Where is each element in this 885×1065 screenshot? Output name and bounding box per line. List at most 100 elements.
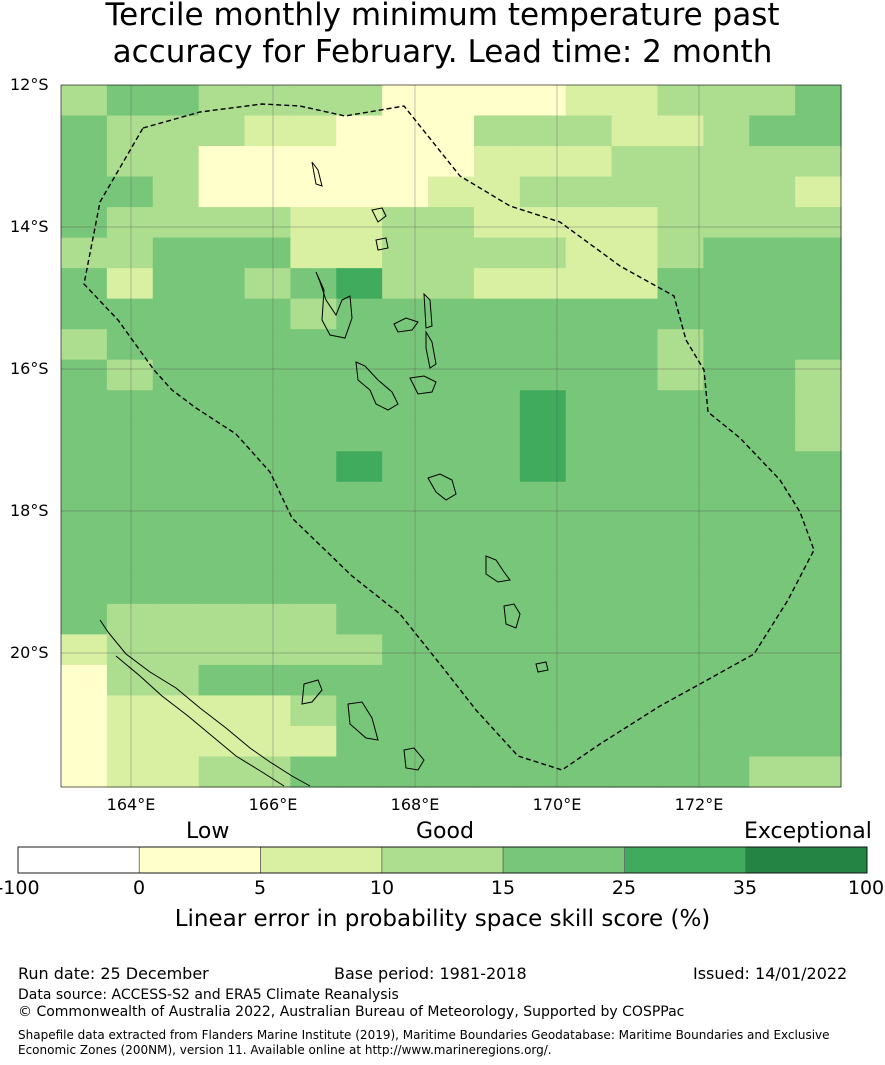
skill-cell [336, 359, 383, 391]
lat-label-18s: 18°S [10, 501, 49, 520]
skill-cell [519, 359, 567, 391]
skill-cell [152, 146, 200, 178]
skill-cell [428, 634, 475, 666]
skill-cell [657, 756, 704, 788]
skill-cell [106, 603, 154, 635]
skill-cell [336, 512, 383, 544]
skill-cell [749, 451, 796, 483]
skill-cell [703, 390, 750, 422]
skill-cell [657, 207, 704, 239]
skill-cell [749, 359, 796, 391]
skill-cell [152, 634, 200, 666]
skill-cell [244, 542, 292, 574]
skill-cell [290, 756, 337, 788]
skill-cell [749, 268, 796, 300]
colorbar-segment [745, 846, 868, 874]
colorbar-tick: 15 [490, 877, 516, 899]
skill-cell [61, 207, 108, 239]
skill-cell [382, 664, 429, 697]
skill-cell [565, 695, 613, 727]
skill-cell [611, 451, 659, 483]
skill-cell [565, 85, 613, 117]
skill-cell [611, 634, 659, 666]
title-line-1: Tercile monthly minimum temperature past [105, 0, 780, 33]
skill-cell [611, 298, 659, 330]
skill-cell [703, 664, 750, 697]
skill-cell [749, 207, 796, 239]
eez-boundary [83, 103, 815, 771]
skill-cell [244, 176, 292, 208]
skill-cell [795, 207, 842, 239]
skill-cell [795, 573, 842, 605]
skill-cell [657, 512, 704, 544]
skill-cell [657, 664, 704, 697]
skill-cell [336, 451, 383, 483]
skill-cell [795, 329, 842, 361]
skill-cell [565, 176, 613, 208]
skill-cell [61, 756, 108, 788]
skill-cell [795, 664, 842, 697]
colorbar-frame [17, 846, 868, 874]
skill-cell [198, 451, 246, 483]
skill-cell [795, 725, 842, 758]
skill-cell [382, 542, 429, 574]
skill-cell [244, 725, 292, 758]
skill-cell [657, 390, 704, 422]
skill-cell [428, 359, 475, 391]
skill-cell [519, 420, 567, 452]
skill-cell [382, 146, 429, 178]
colorbar-label: Linear error in probability space skill … [174, 906, 711, 932]
skill-cell [749, 420, 796, 452]
skill-cell [749, 695, 796, 727]
skill-cell [519, 725, 567, 758]
skill-cell [61, 237, 108, 269]
skill-cell [749, 542, 796, 574]
skill-cell [198, 634, 246, 666]
skill-cell [611, 359, 659, 391]
skill-cell [657, 237, 704, 269]
skill-cell [795, 420, 842, 452]
skill-cell [473, 420, 521, 452]
lat-label-12s: 12°S [10, 75, 49, 94]
skill-cell [795, 634, 842, 666]
skill-cell [106, 390, 154, 422]
skill-cell [382, 512, 429, 544]
skill-cell [611, 176, 659, 208]
skill-cell [428, 390, 475, 422]
skill-cell [473, 573, 521, 605]
skill-cell [106, 756, 154, 788]
skill-cell [473, 756, 521, 788]
skill-cell [336, 664, 383, 697]
skill-cell [382, 329, 429, 361]
skill-cell [473, 695, 521, 727]
colorbar-segment [624, 846, 747, 874]
skill-cell [795, 146, 842, 178]
skill-cell [749, 146, 796, 178]
skill-cell [473, 115, 521, 147]
skill-cell [519, 176, 567, 208]
skill-cell [152, 176, 200, 208]
skill-cell [244, 664, 292, 697]
skill-cell [244, 451, 292, 483]
skill-cell [703, 725, 750, 758]
skill-cell [61, 603, 108, 635]
skill-cell [106, 268, 154, 300]
skill-cell [749, 481, 796, 513]
lon-label-166e: 166°E [248, 795, 298, 814]
lon-label-170e: 170°E [532, 795, 582, 814]
skill-cell [473, 329, 521, 361]
skill-cell [382, 634, 429, 666]
skill-cell [473, 664, 521, 697]
skill-cell [749, 176, 796, 208]
skill-cell [473, 298, 521, 330]
skill-cell [611, 603, 659, 635]
skill-cell [703, 573, 750, 605]
skill-cell [703, 329, 750, 361]
skill-cell [382, 237, 429, 269]
skill-cell [198, 481, 246, 513]
skill-cell [198, 573, 246, 605]
skill-cell [703, 115, 750, 147]
data-source: Data source: ACCESS-S2 and ERA5 Climate … [18, 987, 399, 1003]
espiritu-santo-island [315, 271, 353, 339]
skill-cell [749, 85, 796, 117]
